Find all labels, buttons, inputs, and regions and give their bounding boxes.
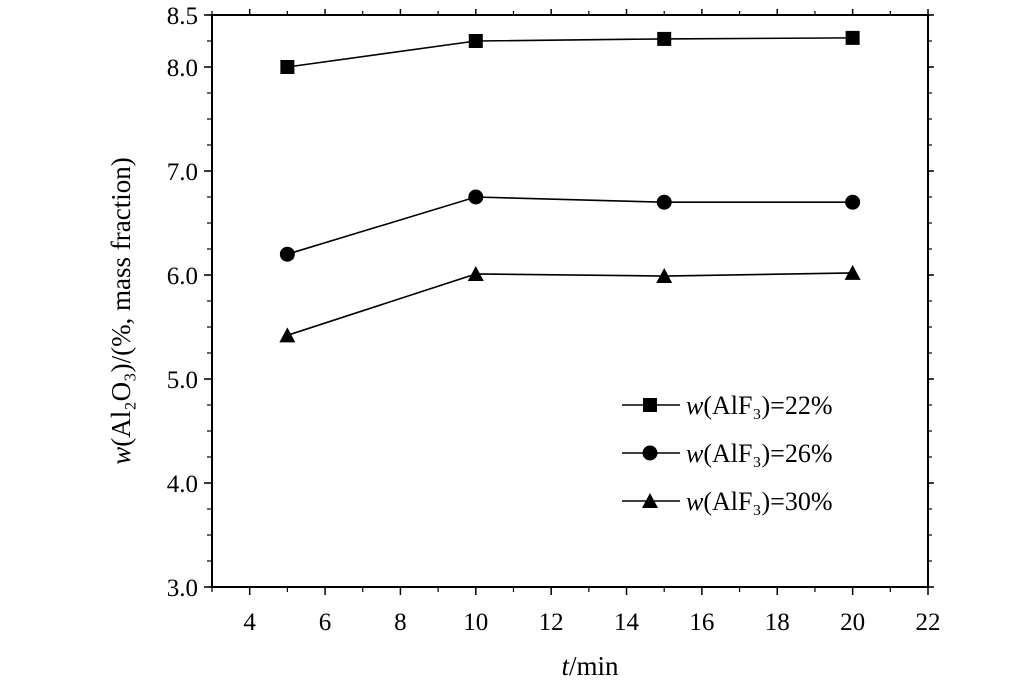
y-tick-label: 4.0	[167, 471, 198, 498]
legend-marker-square	[643, 398, 657, 412]
data-point-square	[845, 30, 860, 45]
series-line-square	[287, 37, 853, 68]
y-axis-title-italic: w	[106, 447, 136, 465]
legend-label-italic: w	[686, 487, 704, 516]
x-tick-label: 14	[614, 609, 640, 636]
y-tick-label: 8.5	[167, 3, 198, 30]
data-point-circle	[279, 246, 295, 262]
legend-label-rest: (AlF₃)=26%	[703, 439, 832, 468]
x-axis-title-italic: t	[561, 651, 570, 681]
x-axis-title-rest: /min	[569, 651, 619, 681]
legend: w(AlF₃)=22%w(AlF₃)=26%w(AlF₃)=30%	[622, 391, 833, 516]
y-tick-label: 5.0	[167, 367, 198, 394]
data-point-circle	[656, 194, 672, 210]
legend-label-italic: w	[686, 439, 704, 468]
x-tick-label: 6	[319, 609, 332, 636]
x-tick-label: 16	[689, 609, 714, 636]
x-tick-label: 10	[463, 609, 488, 636]
series-line-circle	[287, 196, 853, 255]
legend-label-rest: (AlF₃)=22%	[703, 391, 832, 420]
x-tick-label: 8	[394, 609, 407, 636]
legend-label-rest: (AlF₃)=30%	[703, 487, 832, 516]
y-tick-label: 3.0	[167, 575, 198, 602]
data-point-triangle	[467, 265, 484, 281]
y-axis-title: w(Al₂O₃)/(%, mass fraction)	[106, 157, 136, 465]
y-tick-label: 6.0	[167, 263, 198, 290]
y-tick-label: 7.0	[167, 159, 198, 186]
x-tick-label: 22	[916, 609, 941, 636]
legend-label-italic: w	[686, 391, 704, 420]
legend-label: w(AlF₃)=22%	[686, 391, 833, 420]
x-tick-label: 4	[243, 609, 256, 636]
series-line-triangle	[287, 272, 853, 337]
x-tick-label: 18	[765, 609, 790, 636]
x-tick-label: 20	[840, 609, 865, 636]
x-axis-title: t/min	[561, 651, 619, 681]
data-point-circle	[468, 189, 484, 205]
data-point-triangle	[279, 327, 296, 343]
data-point-circle	[845, 194, 861, 210]
axes: 4 6 8 10 12 14 16 18 20 22 3.0 4.0 5.0 6.0 7.0 8.0 8.5	[167, 3, 941, 636]
legend-label: w(AlF₃)=26%	[686, 439, 833, 468]
data-point-square	[280, 60, 295, 74]
y-axis-title-rest: (Al₂O₃)/(%, mass fraction)	[106, 157, 136, 447]
series-layer	[279, 30, 861, 343]
data-point-triangle	[844, 264, 861, 280]
data-point-triangle	[656, 268, 673, 284]
legend-marker-circle	[642, 445, 658, 461]
data-point-square	[468, 34, 483, 48]
y-tick-label: 8.0	[167, 55, 198, 82]
data-point-square	[657, 31, 672, 46]
x-tick-label: 12	[539, 609, 564, 636]
legend-marker-triangle	[642, 493, 658, 508]
legend-label: w(AlF₃)=30%	[686, 487, 833, 516]
